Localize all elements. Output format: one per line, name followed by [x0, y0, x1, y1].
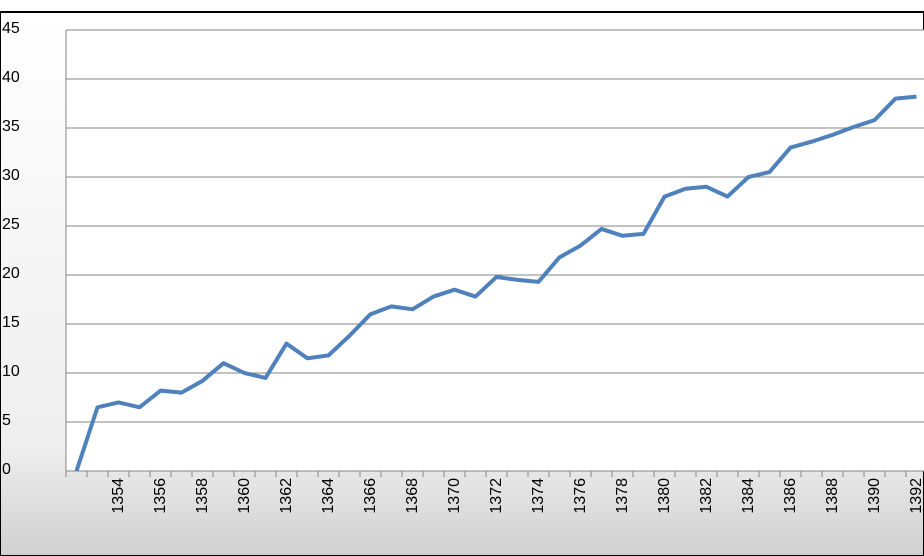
x-tick-label: 1384 [740, 478, 757, 514]
x-tick-label: 1368 [404, 478, 421, 514]
y-tick-label: 30 [2, 167, 20, 184]
x-tick-label: 1382 [698, 478, 715, 514]
x-tick-label: 1392 [908, 478, 924, 514]
plot-area [66, 30, 924, 471]
x-tick-label: 1378 [614, 478, 631, 514]
x-tick-label: 1362 [278, 478, 295, 514]
x-tick-label: 1370 [446, 478, 463, 514]
data-line [74, 94, 917, 472]
x-tick-label: 1366 [362, 478, 379, 514]
y-tick-label: 15 [2, 314, 20, 331]
y-tick-label: 35 [2, 118, 20, 135]
x-tick-label: 1364 [320, 478, 337, 514]
x-tick-label: 1390 [866, 478, 883, 514]
y-tick-label: 20 [2, 265, 20, 282]
y-tick-label: 5 [2, 412, 11, 429]
y-tick-label: 10 [2, 363, 20, 380]
y-tick-label: 40 [2, 69, 20, 86]
x-tick-label: 1388 [824, 478, 841, 514]
x-tick-label: 1376 [572, 478, 589, 514]
y-tick-label: 0 [2, 461, 11, 478]
x-tick-label: 1354 [110, 478, 127, 514]
x-tick-label: 1372 [488, 478, 505, 514]
y-tick-label: 45 [2, 20, 20, 37]
x-tick-label: 1360 [236, 478, 253, 514]
y-tick-label: 25 [2, 216, 20, 233]
x-tick-label: 1380 [656, 478, 673, 514]
x-tick-label: 1374 [530, 478, 547, 514]
x-tick-label: 1358 [194, 478, 211, 514]
x-tick-label: 1386 [782, 478, 799, 514]
x-tick-label: 1356 [152, 478, 169, 514]
